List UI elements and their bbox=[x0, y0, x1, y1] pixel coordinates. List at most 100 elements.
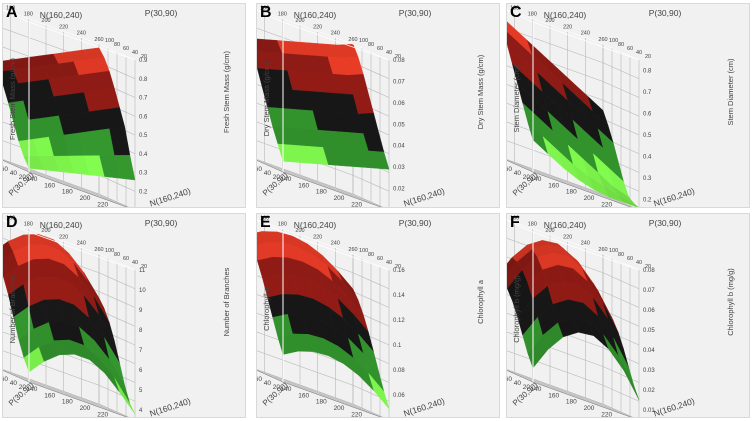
top-x-tick-label: 160 bbox=[510, 5, 519, 11]
top-x-tick-label: 200 bbox=[295, 18, 304, 24]
surface-patch bbox=[114, 154, 136, 181]
z-axis-title-left: Chlorophyll a bbox=[262, 286, 271, 331]
surface-plot-e: 1401601802002202402602040608010014016018… bbox=[257, 215, 485, 417]
panel-b: 1401601802002202402602040608010014016018… bbox=[256, 3, 500, 208]
y-tick-label: 60 bbox=[3, 376, 8, 383]
y-tick-label: 40 bbox=[514, 170, 522, 177]
z-tick-label-right: 0.7 bbox=[643, 90, 652, 96]
z-tick-label-right: 0.8 bbox=[643, 69, 652, 75]
surface-patch bbox=[368, 373, 390, 409]
top-x-tick-label: 200 bbox=[41, 228, 50, 234]
top-y-tick-label: 40 bbox=[636, 260, 642, 266]
top-y-axis-title: P(30,90) bbox=[649, 218, 682, 228]
panel-f: 1401601802002202402602040608010014016018… bbox=[506, 213, 750, 418]
z-axis-title-right: Number of Branches bbox=[222, 267, 231, 336]
x-tick-label: 180 bbox=[316, 189, 327, 196]
panel-a: 1401601802002202402602040608010014016018… bbox=[2, 3, 246, 208]
z-tick-label-right: 0.03 bbox=[393, 165, 405, 171]
top-x-axis-title: N(160,240) bbox=[40, 220, 83, 230]
x-tick-label: 200 bbox=[584, 405, 595, 412]
z-axis-title-right: Chlorophyll b (mg/g) bbox=[726, 268, 735, 336]
z-tick-label-right: 0.1 bbox=[393, 343, 402, 349]
floor-grid-line bbox=[3, 159, 100, 195]
z-axis-title-left: Number of Branches bbox=[8, 274, 17, 343]
top-y-tick-label: 40 bbox=[132, 50, 138, 56]
floor-grid-line bbox=[523, 377, 631, 417]
floor-grid-line bbox=[257, 369, 354, 405]
floor-grid-line bbox=[3, 160, 109, 199]
top-x-tick-label: 240 bbox=[331, 31, 340, 37]
frame-line bbox=[257, 219, 390, 271]
floor-grid-line bbox=[257, 159, 354, 195]
y-tick-label: 60 bbox=[507, 166, 512, 173]
z-tick-label-right: 0.12 bbox=[393, 318, 405, 324]
panel-label: F bbox=[510, 214, 520, 231]
z-tick-label-right: 4 bbox=[139, 408, 143, 414]
panel-label: C bbox=[510, 4, 522, 21]
x-tick-label: 140 bbox=[281, 176, 292, 183]
top-y-tick-label: 20 bbox=[141, 264, 147, 270]
z-tick-label-right: 0.2 bbox=[139, 189, 148, 195]
z-tick-label-right: 0.3 bbox=[139, 171, 148, 177]
z-tick-label-right: 6 bbox=[139, 368, 143, 374]
x-tick-label: 140 bbox=[281, 386, 292, 393]
z-tick-label-right: 11 bbox=[139, 268, 146, 274]
top-x-tick-label: 200 bbox=[295, 228, 304, 234]
top-y-tick-label: 40 bbox=[386, 50, 392, 56]
surface bbox=[257, 231, 390, 409]
top-x-tick-label: 260 bbox=[348, 37, 357, 43]
top-y-tick-label: 100 bbox=[609, 248, 618, 254]
panel-label: E bbox=[260, 214, 271, 231]
z-tick-label-right: 0.02 bbox=[643, 388, 655, 394]
z-tick-label-right: 0.06 bbox=[643, 308, 655, 314]
top-y-tick-label: 60 bbox=[627, 46, 633, 52]
top-x-tick-label: 220 bbox=[59, 24, 68, 30]
z-tick-label-right: 0.14 bbox=[393, 293, 405, 299]
z-tick-label-right: 7 bbox=[139, 348, 143, 354]
tick-labels: 1401601802002202402602040608010014016018… bbox=[3, 5, 148, 208]
top-x-tick-label: 220 bbox=[563, 234, 572, 240]
z-tick-label-right: 0.03 bbox=[643, 368, 655, 374]
floor-grid-line bbox=[507, 369, 604, 405]
top-y-tick-label: 80 bbox=[368, 42, 374, 48]
top-y-tick-label: 100 bbox=[359, 248, 368, 254]
z-tick-label-right: 0.7 bbox=[139, 96, 148, 102]
z-axis-title-left: Fresh Stem Mass (g/cm) bbox=[8, 57, 17, 140]
floor-grid-line bbox=[507, 160, 613, 199]
z-axis-title-right: Stem Diameter (cm) bbox=[726, 58, 735, 126]
z-tick-label-right: 0.5 bbox=[643, 133, 652, 139]
top-y-axis-title: P(30,90) bbox=[145, 8, 178, 18]
frame-line bbox=[532, 171, 632, 207]
frame-line bbox=[282, 171, 382, 207]
top-x-tick-label: 260 bbox=[94, 247, 103, 253]
surface-plot-f: 1401601802002202402602040608010014016018… bbox=[507, 215, 735, 417]
top-x-axis-title: N(160,240) bbox=[544, 220, 587, 230]
y-tick-label: 40 bbox=[514, 380, 522, 387]
x-tick-label: 160 bbox=[548, 182, 559, 189]
floor-grid-line bbox=[273, 167, 381, 207]
top-y-tick-label: 100 bbox=[105, 248, 114, 254]
top-x-tick-label: 180 bbox=[528, 222, 537, 228]
tick-labels: 1401601802002202402602040608010014016018… bbox=[257, 215, 405, 417]
y-tick-label: 60 bbox=[257, 376, 262, 383]
panel-label: D bbox=[6, 214, 18, 231]
top-y-tick-label: 80 bbox=[618, 252, 624, 258]
frame-line bbox=[28, 171, 128, 207]
x-tick-label: 220 bbox=[97, 201, 108, 208]
frame-line bbox=[507, 160, 534, 173]
floor-grid-line bbox=[3, 369, 100, 405]
frame bbox=[3, 9, 136, 207]
floor-grid-line bbox=[3, 370, 109, 409]
top-y-tick-label: 40 bbox=[132, 260, 138, 266]
frame-line bbox=[507, 370, 534, 383]
x-tick-label: 220 bbox=[97, 411, 108, 418]
frame bbox=[3, 219, 136, 417]
floor-grid-line bbox=[507, 370, 613, 409]
top-y-tick-label: 40 bbox=[386, 260, 392, 266]
top-x-tick-label: 160 bbox=[510, 215, 519, 221]
y-tick-label: 40 bbox=[10, 170, 18, 177]
top-y-tick-label: 20 bbox=[141, 54, 147, 60]
top-x-tick-label: 220 bbox=[59, 234, 68, 240]
z-axis-title-left: Dry Stem Mass (g/cm) bbox=[262, 61, 271, 136]
z-tick-label-right: 0.06 bbox=[393, 393, 405, 399]
